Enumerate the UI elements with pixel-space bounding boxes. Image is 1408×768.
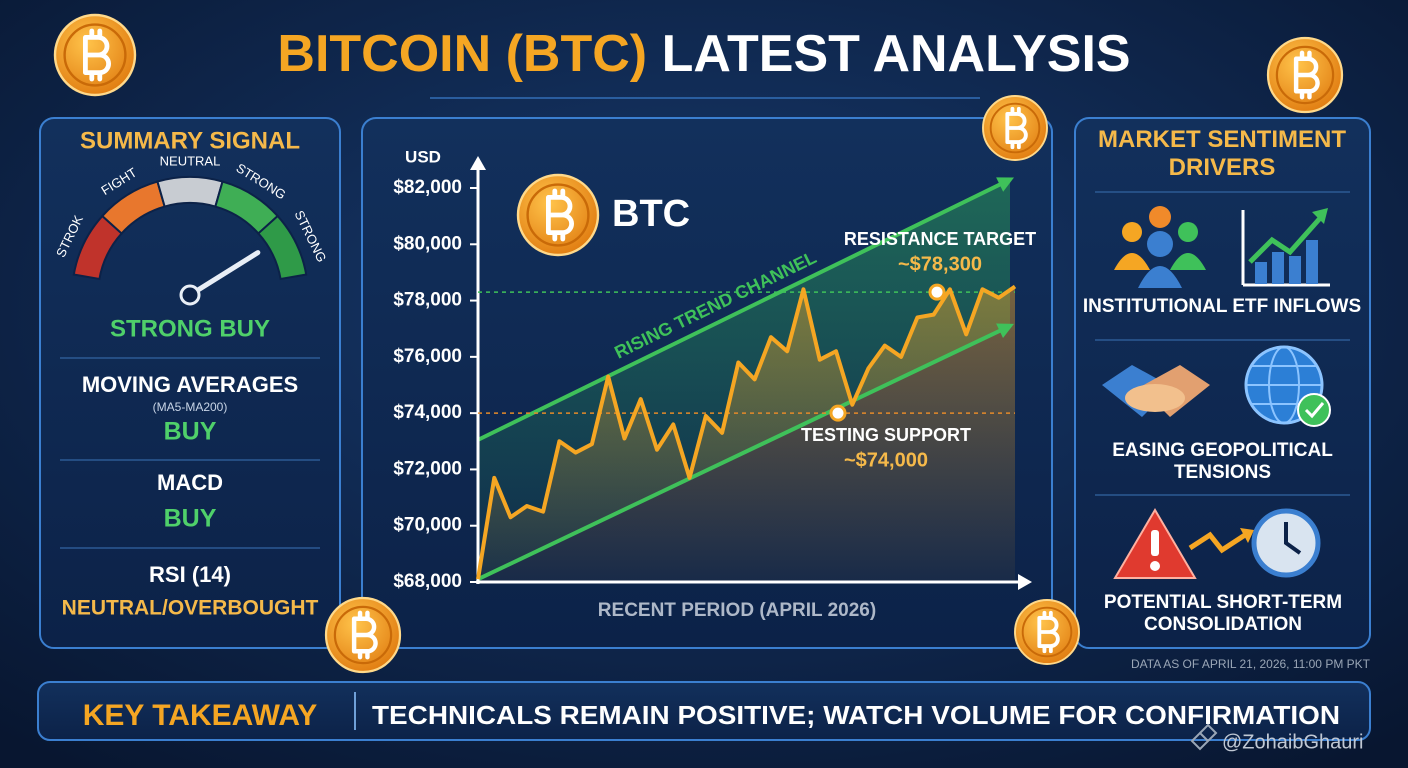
icon-warning — [1113, 508, 1321, 579]
y-tick-label: $82,000 — [393, 177, 462, 198]
gauge-hub — [179, 284, 201, 306]
title-rest: LATEST ANALYSIS — [662, 25, 1131, 83]
annotation-marker — [829, 404, 847, 422]
separators — [60, 191, 1350, 549]
summary-panel — [39, 117, 341, 649]
channel-arrow — [996, 323, 1014, 339]
takeaway-text: TECHNICALS REMAIN POSITIVE; WATCH VOLUME… — [372, 700, 1340, 730]
coin-symbol — [1005, 106, 1028, 150]
series-label: BTC — [612, 193, 690, 235]
bitcoin-coin — [1266, 36, 1344, 114]
indicator-note: (MA5-MA200) — [153, 400, 228, 414]
bitcoin-coin — [53, 13, 137, 97]
coin-rim — [1021, 606, 1073, 658]
coin-rim — [989, 102, 1041, 154]
indicator-name: RSI (14) — [149, 562, 231, 587]
takeaway-label: KEY TAKEAWAY — [83, 699, 318, 732]
annotation-label: RESISTANCE TARGET — [844, 229, 1036, 249]
summary-signal: STRONG BUY — [110, 315, 270, 342]
gauge-segment — [256, 214, 308, 281]
sentiment-item: POTENTIAL SHORT-TERM CONSOLIDATION — [1103, 592, 1343, 635]
bitcoin-coin — [516, 173, 600, 257]
coin-rim — [1275, 45, 1335, 105]
y-tick-label: $76,000 — [393, 346, 462, 367]
coin-rim — [333, 605, 393, 665]
coin-rim — [63, 23, 127, 87]
coin-symbol — [1037, 610, 1060, 654]
coin-symbol — [82, 28, 111, 82]
annotation-marker — [928, 283, 946, 301]
x-axis-arrow — [1018, 574, 1032, 590]
title: BITCOIN (BTC) LATEST ANALYSIS — [277, 25, 1130, 83]
gauge-label: NEUTRAL — [160, 153, 221, 168]
icon-globe — [1244, 345, 1331, 427]
title-highlight: BITCOIN (BTC) — [277, 25, 647, 83]
y-tick-label: $70,000 — [393, 515, 462, 536]
coin-symbol — [351, 610, 378, 660]
summary-heading: SUMMARY SIGNAL — [80, 127, 300, 154]
sentiment-heading: MARKET SENTIMENT DRIVERS — [1098, 126, 1346, 181]
channel-arrow — [996, 177, 1014, 192]
channel-line — [477, 324, 1011, 581]
bitcoin-coin — [982, 95, 1048, 161]
y-tick-label: $68,000 — [393, 571, 462, 592]
indicator-signal: BUY — [164, 505, 217, 533]
annotation-value: ~$74,000 — [844, 449, 928, 471]
icon-handshake — [1102, 365, 1210, 417]
channel-line — [477, 177, 1011, 442]
coin-symbol — [545, 188, 574, 242]
price-line — [476, 284, 1017, 580]
icon-people — [1114, 206, 1206, 288]
sentiment-item: EASING GEOPOLITICAL TENSIONS — [1112, 440, 1333, 483]
icon-watermark — [1190, 723, 1218, 751]
bitcoin-coin — [324, 596, 402, 674]
gauge-needle — [187, 250, 261, 298]
indicator-name: MOVING AVERAGES — [82, 372, 298, 397]
y-tick-label: $80,000 — [393, 233, 462, 254]
coins — [53, 13, 1344, 674]
takeaway-panel — [37, 681, 1371, 741]
indicator-signal: BUY — [164, 418, 217, 446]
indicator-name: MACD — [157, 470, 223, 495]
coin-rim — [526, 183, 590, 247]
icon-growth — [1241, 208, 1330, 287]
gauge-segment — [156, 176, 224, 208]
y-tick-label: $72,000 — [393, 458, 462, 479]
y-axis-label: USD — [405, 147, 441, 166]
y-tick-label: $74,000 — [393, 402, 462, 423]
y-axis-arrow — [470, 156, 486, 170]
x-axis-label: RECENT PERIOD (APRIL 2026) — [598, 600, 876, 621]
annotation-label: TESTING SUPPORT — [801, 425, 971, 445]
annotation-value: ~$78,300 — [898, 253, 982, 275]
data-note: DATA AS OF APRIL 21, 2026, 11:00 PM PKT — [1131, 657, 1371, 671]
watermark: @ZohaibGhauri — [1222, 731, 1363, 753]
sentiment-item: INSTITUTIONAL ETF INFLOWS — [1082, 296, 1362, 317]
y-tick-label: $78,000 — [393, 290, 462, 311]
price-area — [478, 286, 1015, 582]
coin-symbol — [1293, 50, 1320, 100]
indicator-signal: NEUTRAL/OVERBOUGHT — [62, 597, 319, 620]
bitcoin-coin — [1014, 599, 1080, 665]
